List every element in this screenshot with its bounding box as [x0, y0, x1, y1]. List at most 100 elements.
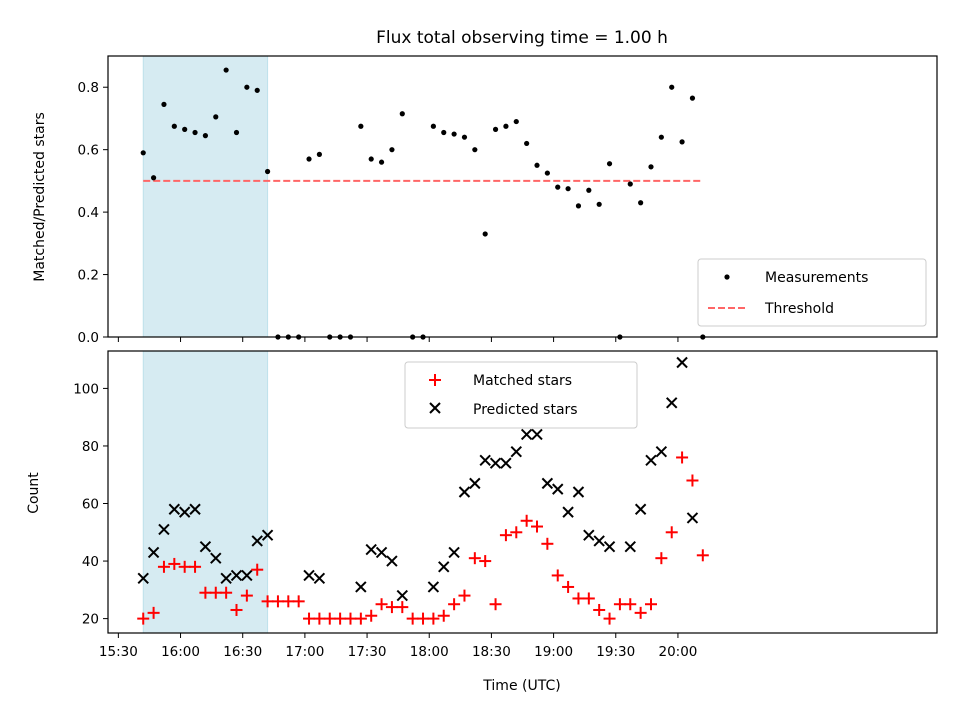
- top-highlight-span: [142, 55, 269, 338]
- measurement-point: [389, 147, 395, 153]
- measurement-point: [223, 67, 229, 73]
- predicted-star-point: [168, 503, 181, 515]
- measurement-point: [140, 150, 146, 156]
- predicted-star-point: [645, 454, 657, 467]
- predicted-star-point: [531, 428, 543, 441]
- y-tick-label: 0.6: [78, 143, 99, 159]
- predicted-star-point: [448, 546, 460, 559]
- matched-star-point: [468, 552, 481, 565]
- measurement-point: [254, 87, 260, 93]
- x-tick-label: 20:00: [658, 644, 697, 660]
- predicted-star-point: [147, 546, 160, 559]
- predicted-star-point: [438, 561, 450, 573]
- observing-window-span: [142, 55, 269, 338]
- x-tick-label: 15:30: [99, 644, 138, 660]
- predicted-star-point: [137, 572, 149, 585]
- measurement-point: [378, 159, 385, 165]
- measurement-point: [399, 111, 405, 117]
- matched-star-point: [520, 514, 533, 527]
- x-tick-label: 18:00: [410, 644, 449, 660]
- observing-window-span: [142, 350, 269, 634]
- predicted-star-point: [655, 446, 668, 458]
- y-tick-label: 0.4: [78, 205, 99, 221]
- predicted-star-point: [230, 569, 243, 582]
- matched-star-point: [323, 612, 336, 625]
- predicted-star-point: [676, 356, 688, 369]
- predicted-star-point: [552, 483, 564, 495]
- matched-star-point: [551, 569, 564, 582]
- measurement-point: [472, 147, 478, 153]
- top-x-ticks: [117, 337, 679, 342]
- y-tick-label: 0.0: [78, 330, 99, 346]
- matched-star-point: [282, 595, 295, 608]
- measurement-point: [461, 134, 468, 140]
- legend-label-matched: Matched stars: [473, 373, 572, 389]
- measurement-point: [513, 118, 519, 125]
- predicted-star-point: [489, 457, 502, 469]
- predicted-star-point: [375, 546, 388, 559]
- measurement-point: [648, 164, 654, 170]
- bottom-y-ticks: 20 40 60 80 100: [73, 381, 108, 628]
- predicted-star-point: [303, 569, 315, 582]
- matched-star-point: [354, 612, 367, 625]
- measurement-point: [596, 201, 602, 207]
- matched-star-point: [613, 598, 626, 611]
- bottom-highlight-span: [142, 350, 269, 634]
- matched-star-point: [437, 609, 450, 622]
- top-axes-frame: [107, 55, 938, 338]
- matched-star-point: [313, 612, 326, 625]
- measurement-point: [679, 139, 685, 145]
- measurement-point: [202, 133, 209, 139]
- matched-star-point: [676, 451, 689, 464]
- measurement-point: [430, 123, 436, 129]
- legend-label-measurements: Measurements: [765, 270, 868, 286]
- y-tick-label: 80: [82, 439, 99, 455]
- legend-marker-measurements: [724, 274, 730, 280]
- measurement-point: [606, 161, 613, 167]
- matched-star-point: [220, 586, 233, 599]
- predicted-star-point: [261, 529, 274, 541]
- measurement-point: [565, 186, 571, 192]
- x-tick-label: 17:00: [285, 644, 324, 660]
- bottom-y-axis-label: Count: [26, 472, 42, 514]
- measurement-point: [182, 126, 188, 132]
- predicted-star-point: [386, 555, 398, 567]
- x-tick-label: 19:00: [534, 644, 573, 660]
- measurement-point: [451, 131, 457, 137]
- measurement-point: [669, 84, 675, 90]
- measurement-point: [689, 95, 696, 101]
- measurement-point: [544, 170, 550, 176]
- matched-star-point: [572, 592, 585, 605]
- measurement-point: [638, 200, 644, 206]
- top-y-axis-label: Matched/Predicted stars: [32, 112, 48, 282]
- predicted-star-point: [199, 540, 212, 553]
- measurement-point: [161, 101, 167, 107]
- measurement-point: [575, 203, 582, 209]
- x-tick-label: 18:30: [472, 644, 511, 660]
- legend-marker-predicted: [429, 402, 441, 414]
- x-tick-label: 17:30: [348, 644, 387, 660]
- matched-star-point: [448, 598, 461, 611]
- matched-star-point: [427, 612, 440, 625]
- measurement-point: [244, 84, 250, 90]
- matched-star-point: [624, 598, 637, 611]
- y-tick-label: 0.2: [78, 268, 99, 284]
- matched-star-point: [479, 555, 492, 568]
- matched-star-point: [655, 552, 668, 565]
- predicted-star-point: [510, 446, 522, 458]
- measurement-point: [441, 129, 447, 136]
- measurement-point: [192, 129, 198, 136]
- predicted-star-point: [396, 589, 409, 602]
- matched-star-point: [251, 563, 264, 576]
- matched-star-point: [157, 560, 170, 573]
- measurement-point: [171, 123, 177, 129]
- chart-title: Flux total observing time = 1.00 h: [376, 28, 668, 48]
- measurement-point: [555, 184, 561, 190]
- predicted-star-point: [458, 486, 471, 498]
- y-tick-label: 0.8: [78, 80, 99, 96]
- bottom-x-ticks: 15:30 16:00 16:30 17:00 17:30 18:00 18:30 19:00…: [99, 633, 697, 660]
- matched-star-point: [696, 549, 709, 562]
- predicted-star-point: [666, 397, 678, 409]
- measurement-point: [492, 126, 499, 132]
